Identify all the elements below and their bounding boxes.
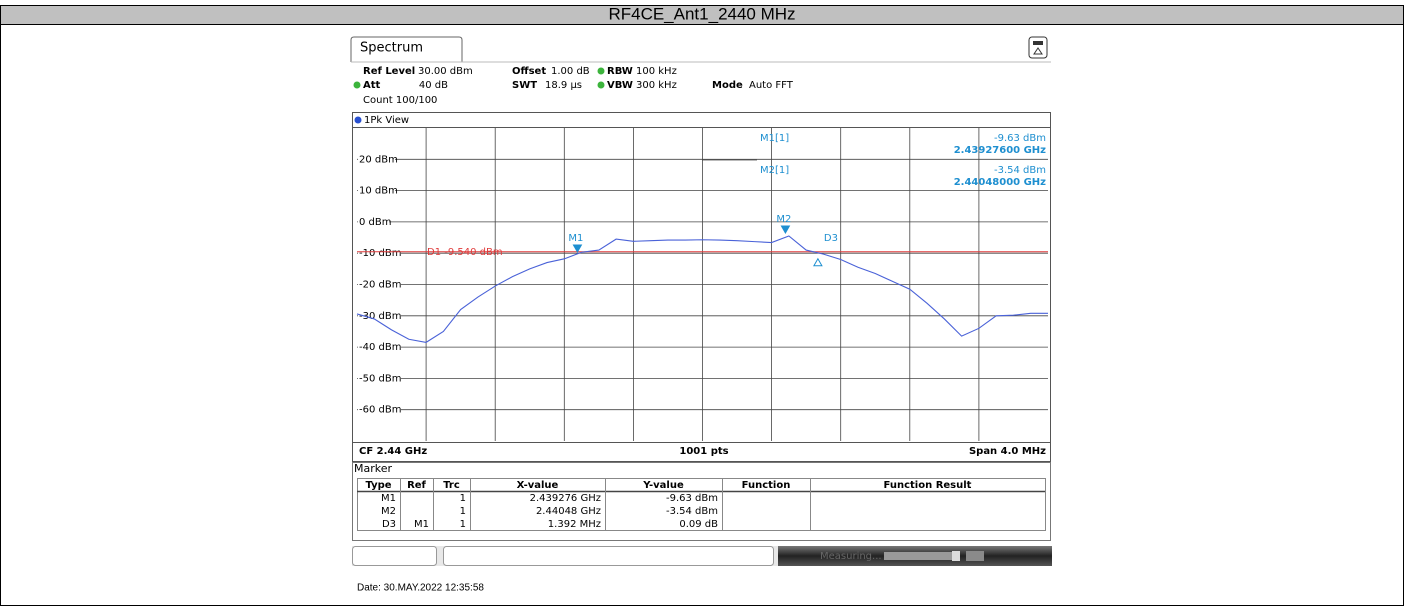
- setting: Offset: [512, 66, 546, 77]
- table-cell: 1: [460, 493, 466, 504]
- marker-label: M1: [568, 233, 583, 244]
- status-dot: [353, 81, 361, 89]
- table-header: Function Result: [884, 480, 972, 491]
- setting: 40 dB: [419, 80, 448, 91]
- status-icon: [966, 551, 984, 561]
- y-tick-label: -50 dBm: [359, 373, 401, 384]
- y-tick-label: -30 dBm: [359, 311, 401, 322]
- y-tick-label: -60 dBm: [359, 405, 401, 416]
- status-dot: [597, 81, 605, 89]
- y-tick-label: -40 dBm: [359, 342, 401, 353]
- marker-y: -9.63 dBm: [994, 133, 1046, 144]
- footer-left: CF 2.44 GHz: [359, 446, 427, 457]
- footer-right: Span 4.0 MHz: [969, 446, 1046, 457]
- setting: Ref Level: [363, 66, 415, 77]
- table-cell: 2.439276 GHz: [530, 493, 601, 504]
- icon-part: [1033, 41, 1043, 45]
- status-dot: [597, 67, 605, 75]
- y-tick-label: 0 dBm: [359, 217, 392, 228]
- table-cell: M1: [414, 519, 429, 530]
- setting: VBW: [607, 80, 633, 91]
- y-tick-label: 20 dBm: [359, 154, 398, 165]
- footer-center: 1001 pts: [679, 446, 728, 457]
- table-cell: 1: [460, 519, 466, 530]
- tick-label-bg: [358, 215, 389, 228]
- setting: SWT: [512, 80, 537, 91]
- marker: [780, 225, 791, 234]
- setting: 300 kHz: [636, 80, 677, 91]
- marker-label: M2: [776, 214, 791, 225]
- table-cell: 0.09 dB: [679, 519, 718, 530]
- table-cell: D3: [382, 519, 396, 530]
- table-header: Function: [742, 480, 791, 491]
- table-cell: 2.44048 GHz: [536, 506, 601, 517]
- setting: RBW: [607, 66, 633, 77]
- status-box: [352, 546, 437, 566]
- y-tick-label: -20 dBm: [359, 280, 401, 291]
- tick-label-bg: [358, 247, 401, 260]
- table-header: Type: [365, 480, 391, 491]
- progress: [884, 552, 952, 560]
- tick-label-bg: [358, 278, 401, 291]
- marker-label: D3: [824, 233, 838, 244]
- view-dot: [354, 116, 362, 124]
- table-cell: 1.392 MHz: [548, 519, 601, 530]
- table-cell: 1: [460, 506, 466, 517]
- trace: [356, 235, 1048, 343]
- date: Date: 30.MAY.2022 12:35:58: [357, 583, 484, 594]
- page-title: RF4CE_Ant1_2440 MHz: [608, 4, 795, 23]
- marker-y: -3.54 dBm: [994, 165, 1046, 176]
- marker-readout: M1[1]: [760, 133, 789, 144]
- setting: Count 100/100: [363, 95, 437, 106]
- tick-label-bg: [358, 341, 401, 354]
- table-grid: [357, 478, 1046, 531]
- table-header: Y-value: [642, 480, 684, 491]
- tick-label-bg: [358, 309, 401, 322]
- table-cell: -9.63 dBm: [666, 493, 718, 504]
- table-header: Trc: [443, 480, 460, 491]
- tick-label-bg: [358, 184, 395, 197]
- marker: [572, 244, 583, 254]
- table-cell: M2: [381, 506, 396, 517]
- marker-readout: M2[1]: [760, 165, 789, 176]
- tick-label-bg: [358, 153, 395, 166]
- setting: Mode: [712, 80, 743, 91]
- view-label: 1Pk View: [364, 115, 409, 126]
- marker-x: 2.44048000 GHz: [954, 177, 1046, 188]
- y-tick-label: -10 dBm: [359, 248, 401, 259]
- table-cell: M1: [381, 493, 396, 504]
- tab[interactable]: [350, 36, 463, 62]
- icon-part: [1033, 47, 1043, 55]
- setting: 100 kHz: [636, 66, 677, 77]
- status-text: Measuring...: [820, 551, 882, 562]
- marker: [813, 257, 823, 267]
- setting: 18.9 µs: [545, 80, 582, 91]
- table-header: Ref: [407, 480, 426, 491]
- marker-x: 2.43927600 GHz: [954, 145, 1046, 156]
- progress-end: [952, 551, 960, 561]
- status-box: [443, 546, 774, 566]
- tick-label-bg: [358, 372, 401, 385]
- setting: Att: [363, 80, 381, 91]
- table-header: X-value: [517, 480, 559, 491]
- table-title: Marker: [354, 462, 392, 475]
- y-tick-label: 10 dBm: [359, 186, 398, 197]
- table-cell: -3.54 dBm: [666, 506, 718, 517]
- setting: 1.00 dB: [551, 66, 590, 77]
- setting: Auto FFT: [749, 80, 794, 91]
- tick-label-bg: [358, 403, 401, 416]
- setting: 30.00 dBm: [418, 66, 473, 77]
- plot-frame: [352, 112, 1051, 462]
- tab-label[interactable]: Spectrum: [360, 41, 423, 56]
- display-line-label: D1 -9.540 dBm: [427, 247, 503, 258]
- table-frame: [352, 462, 1051, 541]
